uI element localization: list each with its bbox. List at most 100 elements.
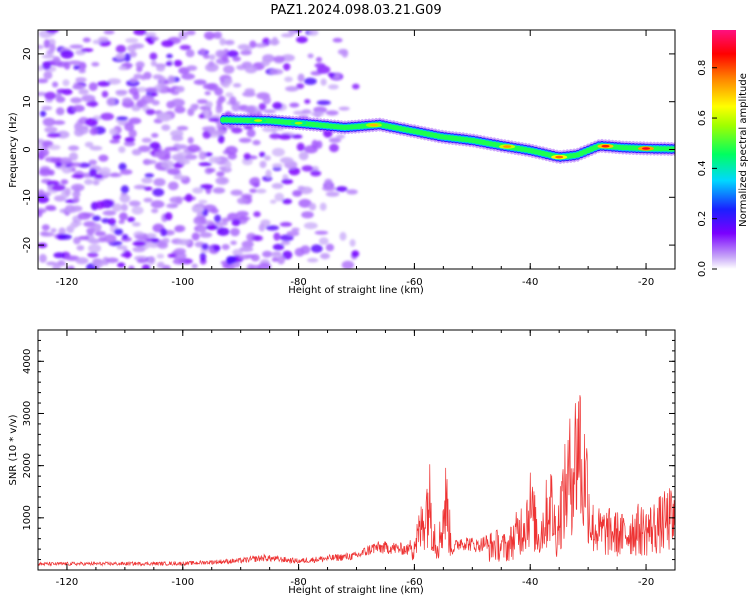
noise-blob [84, 141, 94, 148]
x-tick-label: -80 [290, 577, 306, 588]
noise-blob [150, 238, 160, 243]
y-tick-label: 1000 [22, 505, 33, 530]
noise-blob [225, 145, 238, 155]
noise-blob [246, 105, 256, 115]
noise-blob [64, 208, 77, 214]
noise-blob [55, 107, 65, 116]
noise-blob [281, 158, 291, 163]
noise-blob [76, 245, 85, 251]
noise-blob [149, 52, 158, 61]
noise-blob [232, 249, 243, 257]
noise-blob [65, 266, 75, 269]
noise-blob [132, 246, 146, 253]
noise-blob [274, 192, 285, 202]
noise-blob [38, 44, 44, 50]
noise-blob [84, 179, 94, 185]
noise-blob [68, 145, 80, 151]
colorbar-tick-label: 0.0 [697, 261, 708, 277]
noise-blob [339, 231, 347, 241]
colorbar-ticks: 0.0 0.2 0.4 0.6 0.8 [697, 60, 717, 277]
noise-blob [296, 83, 305, 89]
noise-blob [262, 250, 273, 258]
noise-blob [126, 44, 137, 52]
noise-blob [231, 219, 241, 227]
noise-blob [38, 253, 47, 263]
noise-blob [51, 184, 66, 191]
noise-blob [84, 233, 95, 242]
noise-blob [230, 227, 240, 237]
noise-blob [88, 159, 98, 165]
noise-blob [110, 172, 120, 177]
noise-blob [72, 104, 85, 113]
noise-blob [270, 199, 277, 204]
noise-blob [212, 187, 226, 194]
noise-blob [212, 244, 221, 252]
noise-blob [89, 127, 98, 136]
noise-blob [215, 176, 229, 185]
noise-blob [227, 212, 239, 221]
noise-blob [212, 129, 227, 136]
noise-blob [179, 44, 191, 51]
noise-blob [262, 95, 271, 105]
noise-blob [47, 132, 61, 138]
noise-blob [191, 232, 200, 241]
noise-blob [143, 186, 153, 191]
noise-blob [198, 199, 208, 204]
noise-blob [322, 185, 336, 192]
noise-blob [41, 105, 53, 111]
x-tick-label: -20 [638, 277, 654, 288]
noise-blob [87, 252, 99, 258]
noise-blob [85, 118, 98, 127]
noise-blob [129, 51, 138, 58]
noise-blob [174, 225, 186, 233]
colorbar: 0.0 0.2 0.4 0.6 0.8 Normalized spectral ampl… [697, 30, 749, 277]
noise-blob [133, 30, 147, 36]
noise-blob [161, 124, 171, 131]
noise-blob [257, 262, 272, 269]
noise-blob [219, 38, 226, 46]
noise-blob [325, 191, 340, 197]
noise-blob [214, 221, 228, 227]
noise-blob [259, 160, 267, 169]
noise-blob [144, 173, 154, 178]
noise-blob [222, 263, 229, 269]
noise-blob [288, 167, 301, 176]
noise-blob [71, 174, 84, 179]
noise-blob [227, 50, 239, 58]
noise-blob [55, 92, 62, 100]
noise-blob [151, 133, 159, 138]
noise-blob [128, 265, 135, 269]
noise-blob [253, 211, 261, 218]
noise-blob [263, 109, 277, 114]
noise-blob [282, 198, 293, 205]
ridge-peak-core [555, 155, 564, 159]
noise-blob [100, 112, 114, 121]
x-tick-label: -100 [171, 277, 194, 288]
noise-blob [160, 160, 174, 169]
noise-blob [304, 99, 311, 104]
noise-blob [53, 120, 66, 125]
noise-blob [40, 110, 47, 117]
noise-blob [128, 117, 142, 125]
noise-blob [170, 130, 184, 138]
noise-blob [268, 39, 280, 46]
noise-blob [264, 155, 271, 161]
snr-panel: -120 -100 -80 -60 -40 -20 1000 2000 3000 4000 Hei… [8, 329, 676, 596]
snr-series-line [38, 395, 675, 567]
noise-blob [69, 152, 78, 161]
noise-blob [341, 49, 349, 58]
noise-blob [244, 88, 255, 94]
noise-blob [307, 257, 319, 263]
noise-blob [111, 203, 122, 212]
noise-blob [86, 227, 95, 234]
noise-blob [45, 205, 56, 211]
noise-blob [202, 208, 209, 217]
spectrogram-noise [38, 30, 360, 269]
noise-blob [242, 157, 253, 166]
snr-ticks: -120 -100 -80 -60 -40 -20 1000 2000 3000 4000 [22, 329, 676, 588]
noise-blob [230, 189, 243, 196]
noise-blob [224, 39, 235, 46]
y-tick-label: 4000 [22, 349, 33, 374]
noise-blob [328, 137, 342, 143]
noise-blob [131, 222, 141, 227]
